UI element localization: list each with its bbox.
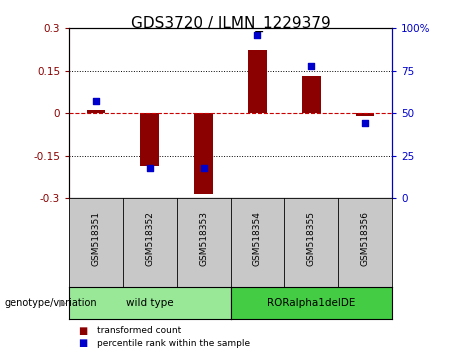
Text: ▶: ▶ (59, 298, 67, 308)
Point (146, 165, 154, 171)
Text: GSM518356: GSM518356 (361, 211, 369, 266)
Point (200, 165, 207, 171)
Text: transformed count: transformed count (97, 326, 181, 336)
Text: GDS3720 / ILMN_1229379: GDS3720 / ILMN_1229379 (130, 16, 331, 32)
Text: ■: ■ (78, 326, 88, 336)
Text: RORalpha1delDE: RORalpha1delDE (267, 298, 355, 308)
Bar (141, 113, 159, 166)
Bar (87, 110, 106, 113)
Text: wild type: wild type (126, 298, 174, 308)
Text: GSM518354: GSM518354 (253, 211, 262, 266)
Text: GSM518355: GSM518355 (307, 211, 316, 266)
Bar (302, 76, 320, 113)
Point (254, 32, 261, 38)
Text: genotype/variation: genotype/variation (5, 298, 97, 308)
Point (361, 121, 369, 126)
Text: ■: ■ (78, 338, 88, 348)
Text: percentile rank within the sample: percentile rank within the sample (97, 339, 250, 348)
Point (307, 63, 315, 69)
Bar (248, 50, 267, 113)
Bar (355, 113, 374, 116)
Point (92, 98, 100, 104)
Text: GSM518351: GSM518351 (92, 211, 100, 266)
Text: GSM518352: GSM518352 (145, 211, 154, 266)
Text: GSM518353: GSM518353 (199, 211, 208, 266)
Bar (194, 113, 213, 194)
